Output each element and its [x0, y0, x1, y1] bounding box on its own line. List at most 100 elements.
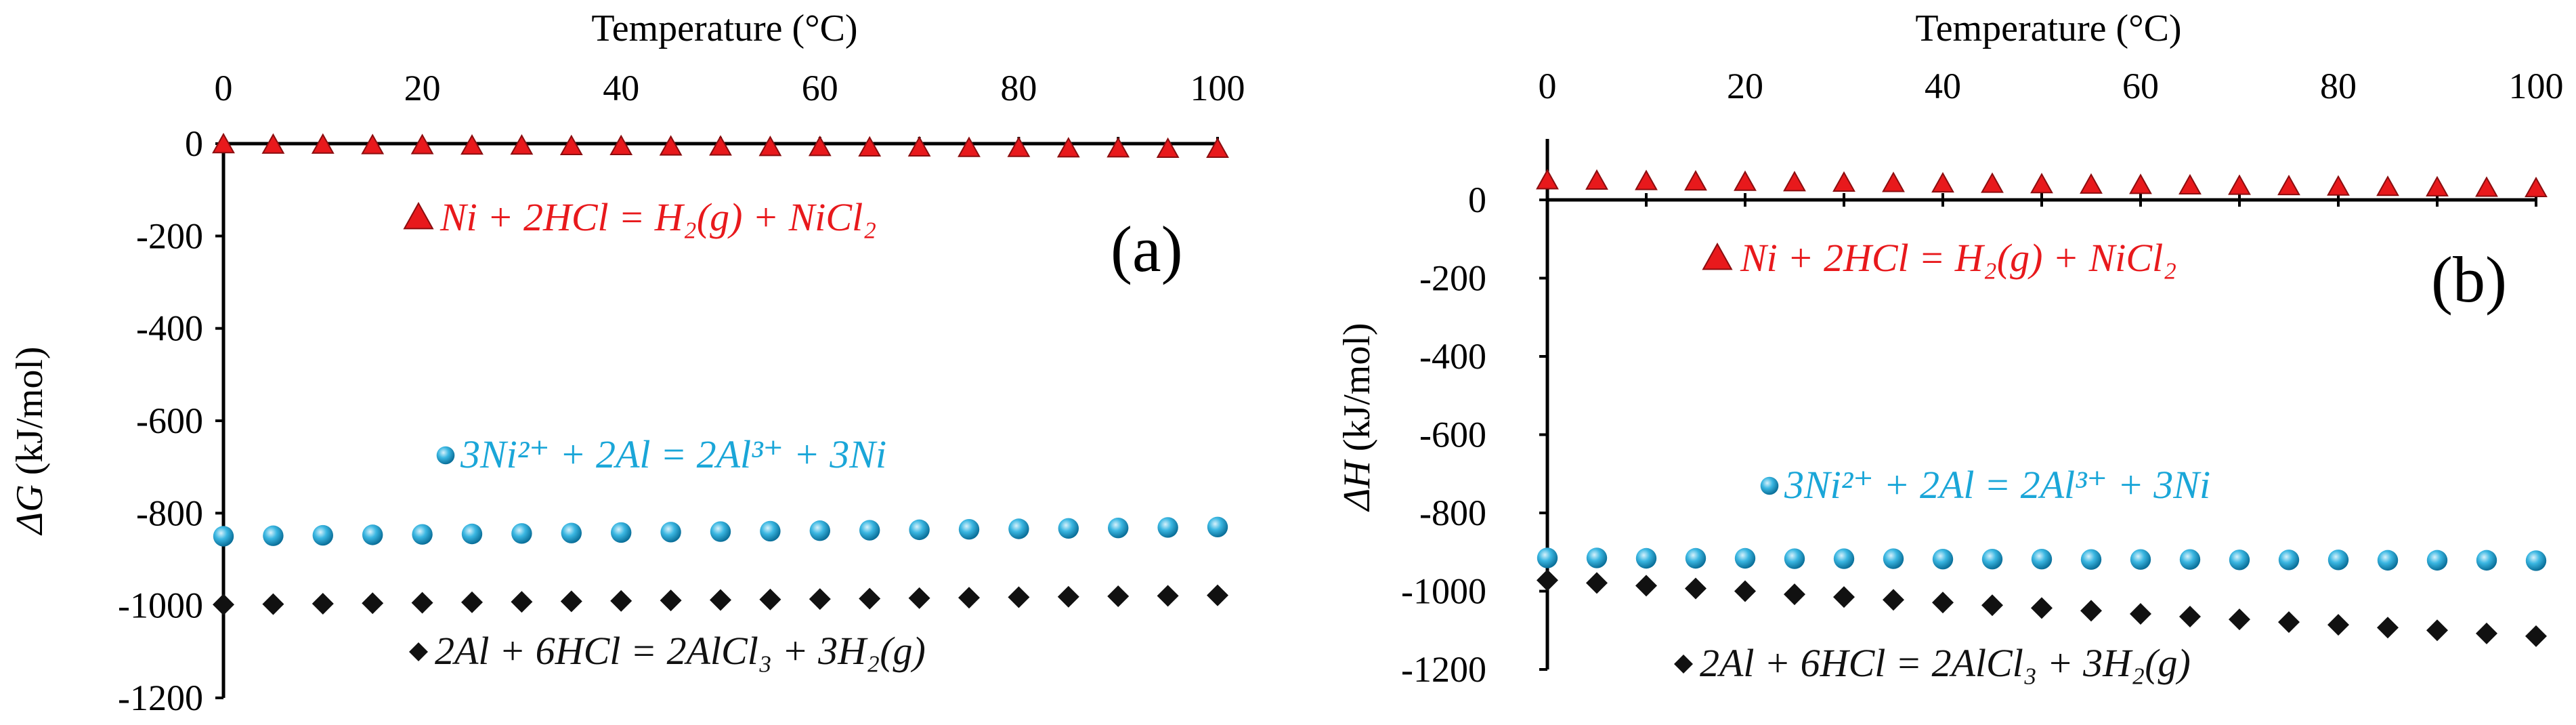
panel-a-point-diamond: [660, 589, 682, 612]
panel-a-legend-marker-diamond: [409, 642, 428, 661]
panel-a-point-triangle: [1056, 137, 1080, 158]
panel-b-point-triangle: [1585, 169, 1608, 190]
panel-b-point-triangle: [2277, 174, 2300, 196]
panel-b-point-triangle: [2376, 175, 2399, 196]
panel-b-legend-marker-diamond: [1674, 655, 1693, 674]
panel-b-point-diamond: [2278, 611, 2300, 634]
panel-a-x-tick-label: 40: [603, 68, 639, 108]
panel-a-point-diamond: [362, 592, 384, 615]
panel-a-point-triangle: [212, 132, 235, 154]
panel-a-point-circle: [760, 520, 781, 542]
panel-b-point-circle: [2525, 550, 2547, 571]
panel-a-point-circle: [660, 522, 681, 543]
panel-a-point-triangle: [1156, 137, 1180, 159]
panel-b-point-circle: [1635, 547, 1657, 569]
panel-a-point-circle: [958, 518, 980, 540]
panel-b-point-circle: [1784, 548, 1805, 569]
panel-a-point-triangle: [858, 136, 882, 157]
panel-a-point-circle: [362, 524, 383, 545]
panel-a-legend-entry: 3Ni²⁺ + 2Al = 2Al³⁺ + 3Ni: [436, 432, 886, 476]
panel-a-point-circle: [859, 520, 880, 541]
panel-a-point-diamond: [560, 590, 582, 613]
panel-a-point-diamond: [1008, 586, 1030, 608]
panel-b-point-triangle: [1981, 172, 2004, 193]
panel-b-legend-marker-circle: [1760, 476, 1779, 495]
panel-b-y-tick-label: -600: [1419, 415, 1486, 455]
panel-a-point-triangle: [758, 136, 782, 157]
panel-a-y-tick-label: -800: [136, 493, 203, 533]
panel-a-x-tick-label: 0: [215, 68, 233, 108]
panel-a-y-tick-label: 0: [185, 123, 203, 164]
panel-b-point-triangle: [2129, 173, 2152, 194]
panel-a-x-tick-label: 60: [802, 68, 838, 108]
panel-a-legend-marker-circle: [436, 446, 455, 465]
panel-b-point-triangle: [2475, 176, 2498, 197]
panel-a-point-diamond: [759, 588, 781, 610]
panel-a-point-circle: [561, 522, 582, 543]
panel-a-point-circle: [461, 523, 483, 545]
panel-b-x-tick-label: 40: [1925, 66, 1961, 106]
panel-a-point-diamond: [213, 594, 234, 616]
panel-b-point-circle: [2031, 548, 2053, 570]
panel-b-ticks: 0 20 40 60 80 100 0 -200 -400 -600 -800 -1000 -1200: [1401, 66, 2563, 690]
panel-b-y-tick-label: -400: [1419, 336, 1486, 377]
panel-b-point-diamond: [1784, 583, 1805, 606]
panel-b-point-triangle: [2080, 173, 2103, 194]
panel-a-point-diamond: [908, 587, 930, 609]
panel-a-point-diamond: [262, 593, 284, 615]
panel-a-point-triangle: [907, 136, 931, 157]
panel-b-x-tick-label: 20: [1727, 66, 1763, 106]
panel-a-point-triangle: [559, 134, 583, 155]
panel-a-data-points: [212, 132, 1229, 616]
panel-a-y-tick-label: -200: [136, 215, 203, 256]
panel-b-point-circle: [1734, 547, 1756, 569]
panel-a-point-diamond: [710, 589, 731, 611]
panel-a-legend-equation: Ni + 2HCl = H₂(g) + NiCl₂: [439, 195, 876, 239]
panel-a-y-tick-label: -1000: [118, 585, 203, 626]
panel-b-legend-equation: 2Al + 6HCl = 2AlCl₃ + 3H₂(g): [1700, 641, 2191, 685]
panel-a-point-circle: [1108, 517, 1129, 539]
panel-b-point-diamond: [1833, 586, 1855, 608]
panel-b-point-triangle: [1536, 169, 1559, 190]
panel-a-point-diamond: [511, 591, 533, 613]
panel-b-point-triangle: [1684, 169, 1707, 191]
panel-a-y-axis-title: ΔG (kJ/mol): [9, 346, 51, 535]
panel-a-point-diamond: [610, 589, 632, 612]
panel-b-x-tick-label: 80: [2320, 66, 2357, 106]
panel-b-point-diamond: [1883, 589, 1904, 611]
panel-a-point-diamond: [958, 587, 980, 609]
panel-b-point-diamond: [1635, 575, 1657, 597]
panel-b-point-diamond: [2525, 625, 2547, 647]
panel-a-point-circle: [1207, 516, 1228, 537]
panel-b-point-triangle: [2327, 175, 2350, 196]
panel-a-point-triangle: [361, 133, 385, 154]
panel-a-point-diamond: [809, 588, 831, 610]
panel-b-point-triangle: [2525, 176, 2548, 198]
panel-b-point-triangle: [2030, 173, 2053, 194]
panel-b-y-tick-label: -800: [1419, 493, 1486, 533]
panel-b-point-circle: [2080, 549, 2102, 570]
panel-a-point-diamond: [1057, 585, 1079, 608]
panel-a-point-triangle: [261, 133, 285, 154]
panel-a-point-triangle: [311, 133, 335, 154]
panel-b-x-axis-title: Temperature (°C): [1915, 7, 2181, 49]
panel-b-point-triangle: [1734, 170, 1757, 191]
panel-a-point-diamond: [411, 592, 433, 614]
panel-a-point-triangle: [1107, 137, 1130, 158]
panel-b-point-diamond: [2327, 614, 2349, 636]
panel-b-y-axis-symbol: ΔH: [1336, 459, 1378, 512]
panel-a-point-triangle: [510, 134, 534, 155]
panel-b-legend: Ni + 2HCl = H₂(g) + NiCl₂ 3Ni²⁺ + 2Al = 2…: [1674, 236, 2210, 685]
panel-b-y-tick-label: 0: [1468, 180, 1486, 220]
panel-b-point-diamond: [2229, 608, 2250, 631]
panel-b-point-triangle: [2228, 174, 2251, 195]
panel-a-point-circle: [213, 526, 234, 547]
panel-b-point-triangle: [2178, 173, 2202, 194]
panel-a-legend: Ni + 2HCl = H₂(g) + NiCl₂ 3Ni²⁺ + 2Al = 2…: [403, 195, 926, 673]
panel-a-y-tick-label: -400: [136, 308, 203, 349]
panel-b-point-diamond: [2031, 597, 2053, 619]
panel-b-x-tick-label: 100: [2509, 66, 2564, 106]
panel-b-point-diamond: [1685, 577, 1706, 600]
panel-b-point-circle: [2327, 550, 2349, 571]
panel-b-point-circle: [1586, 547, 1608, 568]
